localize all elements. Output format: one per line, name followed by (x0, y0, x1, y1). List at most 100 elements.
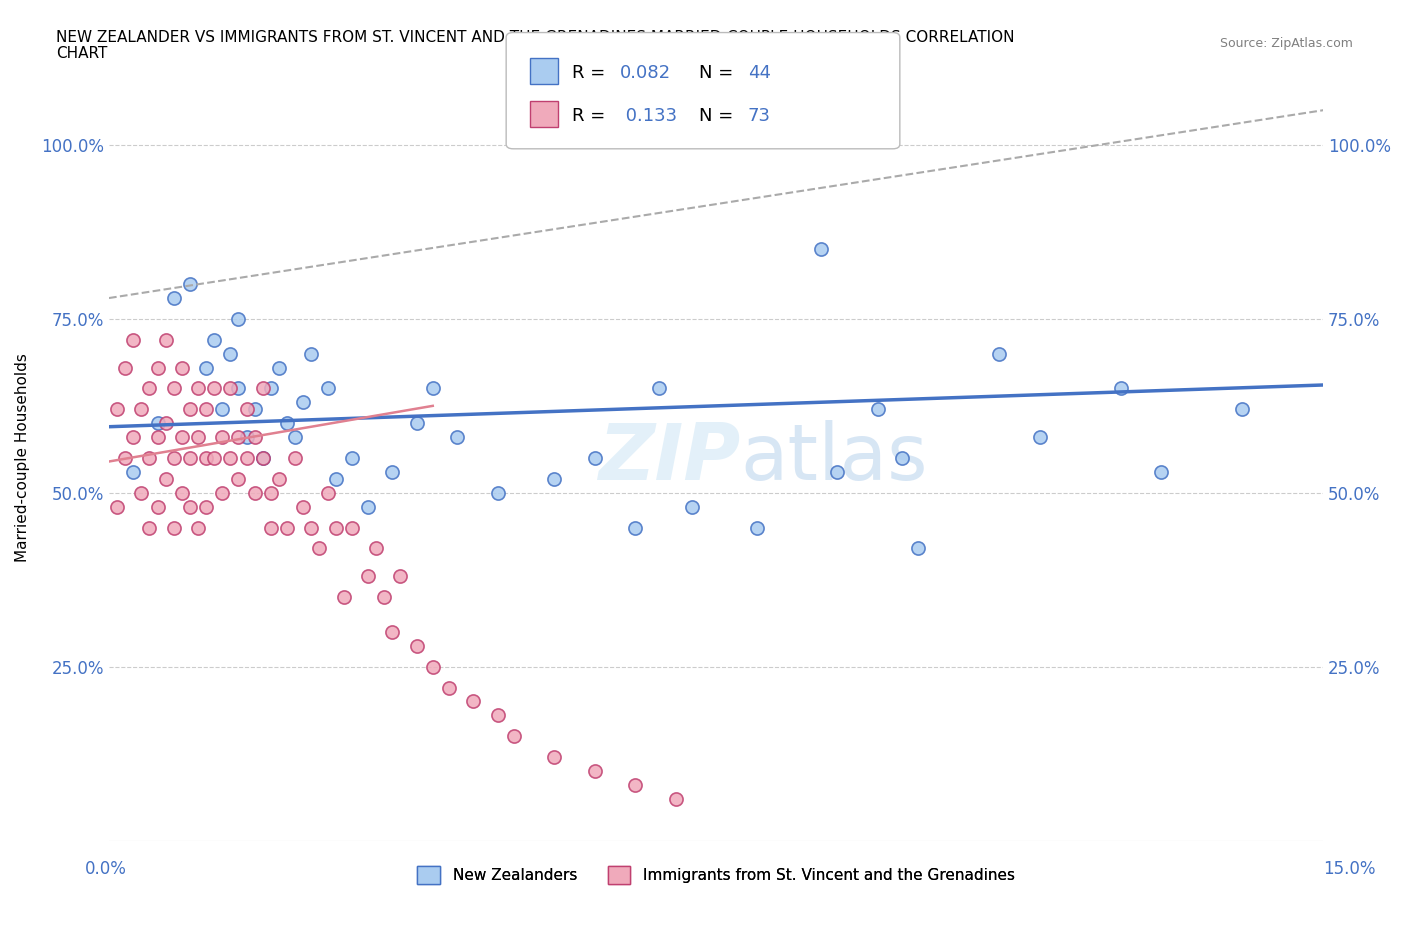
Point (827, 464, 849, 479)
Point (138, 520, 160, 535)
Point (187, 430, 209, 445)
Text: atlas: atlas (741, 420, 928, 496)
Point (988, 346, 1011, 361)
Text: R =: R = (572, 63, 612, 82)
Point (260, 381, 283, 396)
Point (195, 499, 218, 514)
Point (163, 381, 186, 396)
Point (105, 499, 128, 514)
Point (122, 332, 145, 347)
Point (243, 430, 266, 445)
Point (202, 450, 225, 465)
Point (122, 464, 145, 479)
Point (252, 450, 274, 465)
Point (681, 499, 703, 514)
Point (276, 416, 298, 431)
Point (187, 381, 209, 396)
Point (195, 450, 218, 465)
Point (437, 680, 460, 695)
Point (260, 485, 283, 500)
Point (624, 777, 647, 792)
Point (745, 520, 768, 535)
Point (907, 541, 929, 556)
Text: NEW ZEALANDER VS IMMIGRANTS FROM ST. VINCENT AND THE GRENADINES MARRIED-COUPLE H: NEW ZEALANDER VS IMMIGRANTS FROM ST. VIN… (56, 30, 1015, 45)
Text: ZIP: ZIP (598, 420, 741, 496)
Point (228, 381, 250, 396)
Point (1029, 430, 1052, 445)
Point (299, 520, 322, 535)
Point (228, 430, 250, 445)
Point (405, 638, 427, 653)
Point (665, 791, 688, 806)
Point (267, 472, 290, 486)
Point (179, 450, 201, 465)
Point (357, 499, 380, 514)
Point (486, 708, 509, 723)
Point (1109, 381, 1132, 396)
Text: 0.0%: 0.0% (84, 860, 127, 878)
Text: 0.133: 0.133 (620, 107, 678, 126)
Point (195, 402, 218, 417)
Point (163, 450, 186, 465)
Text: 44: 44 (748, 63, 770, 82)
Point (131, 402, 153, 417)
Point (405, 416, 427, 431)
Point (292, 395, 315, 410)
Point (211, 402, 233, 417)
Point (340, 450, 363, 465)
Point (195, 360, 218, 375)
Point (543, 472, 565, 486)
Point (624, 520, 647, 535)
Point (292, 499, 315, 514)
Point (228, 472, 250, 486)
Point (155, 416, 177, 431)
Point (146, 499, 169, 514)
Point (260, 520, 283, 535)
Point (340, 520, 363, 535)
Point (170, 430, 193, 445)
Point (179, 499, 201, 514)
Text: N =: N = (699, 63, 738, 82)
Point (163, 290, 186, 305)
Point (364, 541, 387, 556)
Point (146, 360, 169, 375)
Text: R =: R = (572, 107, 612, 126)
Point (267, 360, 290, 375)
Point (276, 520, 298, 535)
Point (202, 381, 225, 396)
Point (146, 416, 169, 431)
Point (252, 381, 274, 396)
Point (583, 764, 606, 778)
Point (163, 520, 186, 535)
Point (325, 472, 347, 486)
Point (543, 750, 565, 764)
Point (389, 569, 412, 584)
Point (1230, 402, 1253, 417)
Point (211, 485, 233, 500)
Point (866, 402, 889, 417)
Point (381, 624, 404, 639)
Point (299, 346, 322, 361)
Point (486, 485, 509, 500)
Point (243, 402, 266, 417)
Point (373, 590, 395, 604)
Point (891, 450, 914, 465)
Point (502, 729, 524, 744)
Point (131, 485, 153, 500)
Text: 15.0%: 15.0% (1323, 860, 1376, 878)
Point (381, 464, 404, 479)
Point (219, 450, 242, 465)
Point (583, 450, 606, 465)
Point (446, 430, 468, 445)
Point (284, 430, 307, 445)
Point (228, 312, 250, 326)
Point (422, 659, 444, 674)
Point (316, 381, 339, 396)
Point (648, 381, 671, 396)
Point (243, 485, 266, 500)
Point (235, 430, 257, 445)
Point (316, 485, 339, 500)
Point (114, 360, 136, 375)
Point (146, 430, 169, 445)
Point (155, 332, 177, 347)
